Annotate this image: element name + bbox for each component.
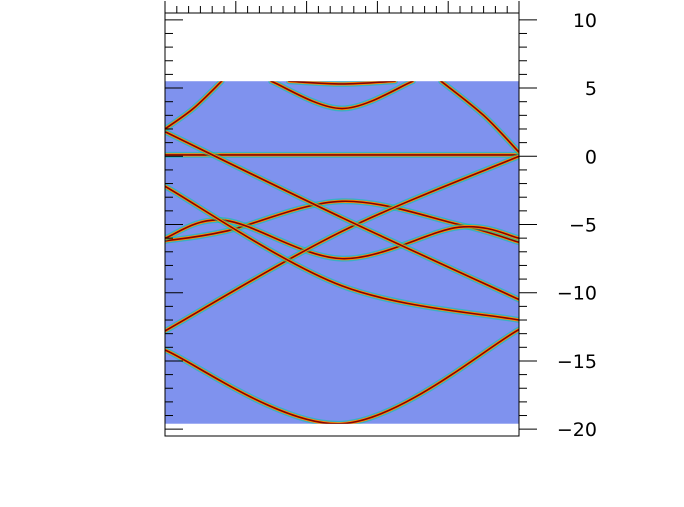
y-tick-label: 0	[585, 146, 597, 168]
band-line	[165, 128, 519, 303]
y-tick-label: −20	[557, 419, 597, 441]
y-tick-label: −10	[557, 283, 597, 305]
band-line	[165, 217, 519, 262]
y-tick-label: 5	[585, 78, 597, 100]
y-tick-label: −15	[557, 351, 597, 373]
band-line	[165, 326, 519, 424]
band-line	[438, 81, 519, 156]
y-tick-label: 10	[573, 10, 597, 32]
axis-ticks	[164, 1, 537, 430]
band-line	[165, 81, 225, 132]
band-line	[165, 183, 519, 324]
band-line	[285, 81, 399, 87]
band-line	[268, 81, 416, 112]
y-tick-labels: 10 5 0 −5 −10 −15 −20	[557, 10, 597, 441]
y-tick-label: −5	[569, 215, 597, 237]
heatmap-background	[165, 81, 519, 424]
band-line	[165, 153, 519, 334]
band-lines	[165, 81, 519, 424]
